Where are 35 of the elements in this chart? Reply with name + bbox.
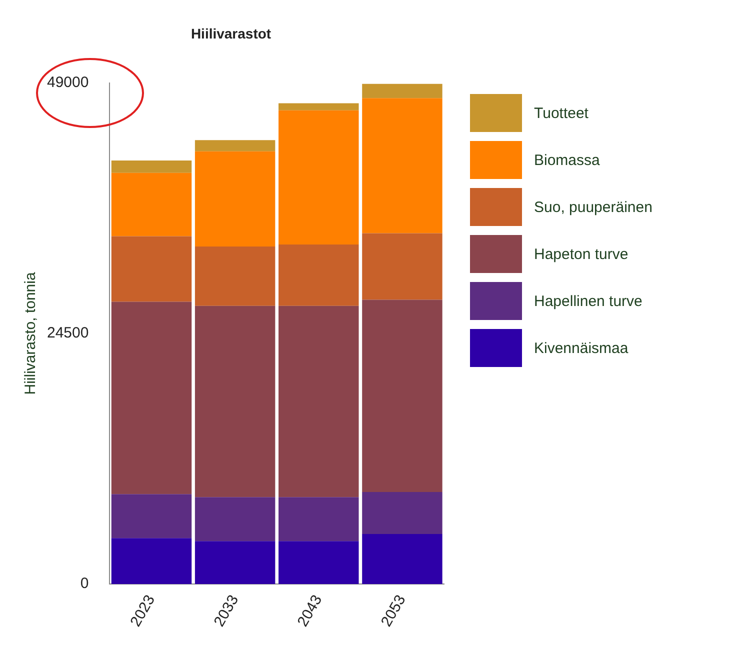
bar	[278, 306, 359, 498]
bar	[278, 497, 359, 542]
bar	[194, 306, 276, 498]
text: Suo, puuperäinen	[534, 198, 652, 216]
text: Kivennäismaa	[534, 340, 628, 356]
bar	[111, 302, 192, 494]
bar	[278, 244, 359, 306]
bar	[111, 160, 192, 173]
bar	[362, 98, 442, 234]
bar	[194, 246, 276, 306]
chart-title: Hiilivarastot	[190, 25, 272, 42]
y-tick-label: 0	[80, 575, 89, 592]
text: Hapeton turve	[534, 246, 628, 262]
bar	[111, 236, 192, 302]
bar	[362, 492, 442, 534]
bar	[278, 103, 359, 110]
bar	[194, 140, 276, 152]
y-tick-label: 24500	[46, 324, 89, 342]
text: Hapellinen turve	[534, 292, 642, 310]
y-axis-title: Hiilivarasto, tonnia	[22, 272, 40, 395]
bar	[194, 151, 276, 246]
bar	[111, 538, 192, 584]
bar	[362, 84, 442, 98]
bar	[278, 541, 359, 584]
text: Tuotteet	[534, 104, 588, 122]
bar	[362, 300, 442, 492]
bar	[111, 172, 192, 236]
bar	[111, 494, 192, 538]
bar	[278, 110, 359, 244]
text: Biomassa	[534, 152, 600, 168]
bar	[194, 541, 276, 584]
y-tick-label: 49000	[46, 74, 89, 91]
bar	[194, 497, 276, 542]
bar	[362, 534, 442, 584]
bar	[362, 233, 442, 300]
